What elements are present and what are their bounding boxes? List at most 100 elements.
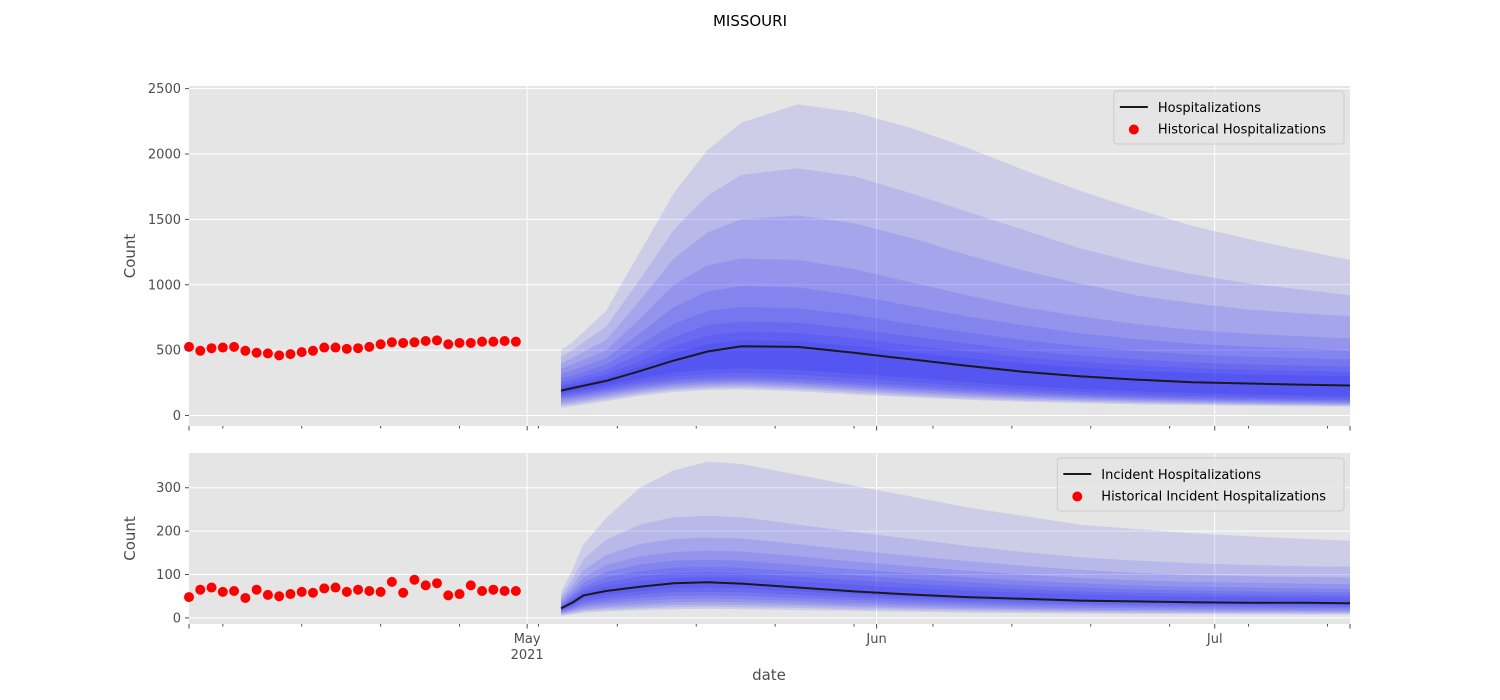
- observed-point: [499, 336, 510, 346]
- observed-point: [465, 580, 476, 591]
- observed-point: [420, 580, 431, 591]
- observed-points: [184, 335, 521, 361]
- observed-point: [398, 587, 409, 598]
- x-axis-label: date: [752, 666, 786, 684]
- legend-marker-swatch: [1128, 124, 1139, 135]
- legend-frame: [1056, 457, 1345, 512]
- observed-point: [274, 591, 285, 602]
- observed-point: [364, 341, 375, 352]
- observed-point: [364, 586, 375, 597]
- y-tick-label: 500: [156, 344, 181, 359]
- observed-point: [330, 582, 341, 593]
- observed-point: [262, 348, 273, 359]
- forecast-band-1: [561, 461, 1350, 616]
- observed-point: [217, 342, 228, 353]
- observed-point: [285, 349, 296, 360]
- observed-point: [330, 342, 341, 353]
- observed-point: [184, 341, 194, 352]
- legend: Hospitalizations Historical Hospitalizati…: [1113, 90, 1345, 145]
- observed-point: [341, 343, 352, 354]
- forecast-band-2: [561, 515, 1350, 615]
- observed-point: [319, 583, 330, 594]
- observed-point: [319, 342, 330, 353]
- observed-point: [353, 343, 364, 354]
- forecast-band-6: [561, 566, 1350, 612]
- observed-point: [262, 589, 273, 600]
- observed-point: [184, 592, 194, 603]
- observed-point: [240, 345, 251, 356]
- y-tick-label: 1500: [148, 213, 181, 228]
- observed-point: [431, 335, 442, 346]
- hospitalizations-panel: 0 500 1000 1500 2000 2500 Count Hospitalization…: [121, 82, 1351, 431]
- y-tick-label: 2500: [148, 82, 181, 97]
- legend-frame: [1113, 90, 1345, 145]
- observed-point: [510, 336, 521, 347]
- forecast-band-4: [561, 550, 1350, 614]
- forecast-band-1: [561, 104, 1350, 408]
- figure-title: MISSOURI: [713, 12, 787, 30]
- observed-point: [341, 586, 352, 597]
- y-tick-label: 200: [156, 525, 181, 540]
- forecast-band-4: [561, 258, 1350, 404]
- observed-point: [488, 336, 499, 347]
- x-tick-sublabel: 2021: [511, 648, 544, 663]
- forecast-band-5: [561, 286, 1350, 403]
- median-line: [560, 345, 1350, 392]
- observed-point: [499, 586, 510, 597]
- y-tick-label: 0: [173, 611, 181, 626]
- legend-label: Historical Hospitalizations: [1158, 123, 1326, 138]
- observed-point: [477, 586, 488, 597]
- observed-point: [307, 345, 318, 356]
- observed-point: [217, 586, 228, 597]
- median-line: [560, 581, 1350, 610]
- x-tick-label: Jun: [865, 632, 886, 647]
- observed-point: [443, 339, 454, 350]
- observed-point: [353, 584, 364, 595]
- observed-point: [206, 582, 217, 593]
- y-tick-label: 0: [173, 409, 181, 424]
- observed-point: [386, 337, 397, 348]
- observed-point: [251, 347, 262, 358]
- observed-point: [386, 576, 397, 587]
- observed-point: [296, 586, 307, 597]
- observed-point: [443, 590, 454, 601]
- observed-point: [195, 345, 206, 356]
- y-tick-label: 300: [156, 481, 181, 496]
- observed-point: [195, 584, 206, 595]
- observed-point: [454, 337, 465, 348]
- legend-label: Hospitalizations: [1158, 101, 1261, 116]
- observed-point: [375, 586, 386, 597]
- observed-point: [296, 347, 307, 358]
- legend-label: Incident Hospitalizations: [1101, 468, 1261, 483]
- y-tick-label: 1000: [148, 278, 181, 293]
- observed-point: [398, 337, 409, 348]
- observed-point: [409, 337, 420, 348]
- legend-label: Historical Incident Hospitalizations: [1101, 490, 1326, 505]
- forecast-band-5: [561, 559, 1350, 613]
- forecast-bands: [561, 104, 1350, 408]
- y-axis-label: Count: [121, 234, 139, 279]
- observed-point: [229, 586, 240, 597]
- observed-points: [184, 574, 521, 603]
- x-tick-label: May: [514, 632, 541, 647]
- observed-point: [240, 592, 251, 603]
- observed-point: [307, 587, 318, 598]
- observed-point: [206, 343, 217, 354]
- observed-point: [454, 589, 465, 600]
- observed-point: [409, 574, 420, 585]
- observed-point: [510, 586, 521, 597]
- legend-marker-swatch: [1072, 491, 1083, 502]
- observed-point: [229, 341, 240, 352]
- observed-point: [488, 584, 499, 595]
- forecast-band-3: [561, 215, 1350, 405]
- observed-point: [274, 350, 285, 361]
- observed-point: [285, 589, 296, 600]
- y-axis-label: Count: [121, 516, 139, 561]
- legend: Incident Hospitalizations Historical Inci…: [1056, 457, 1345, 512]
- forecast-band-6: [561, 307, 1350, 402]
- y-tick-label: 100: [156, 568, 181, 583]
- observed-point: [420, 336, 431, 346]
- y-tick-label: 2000: [148, 148, 181, 163]
